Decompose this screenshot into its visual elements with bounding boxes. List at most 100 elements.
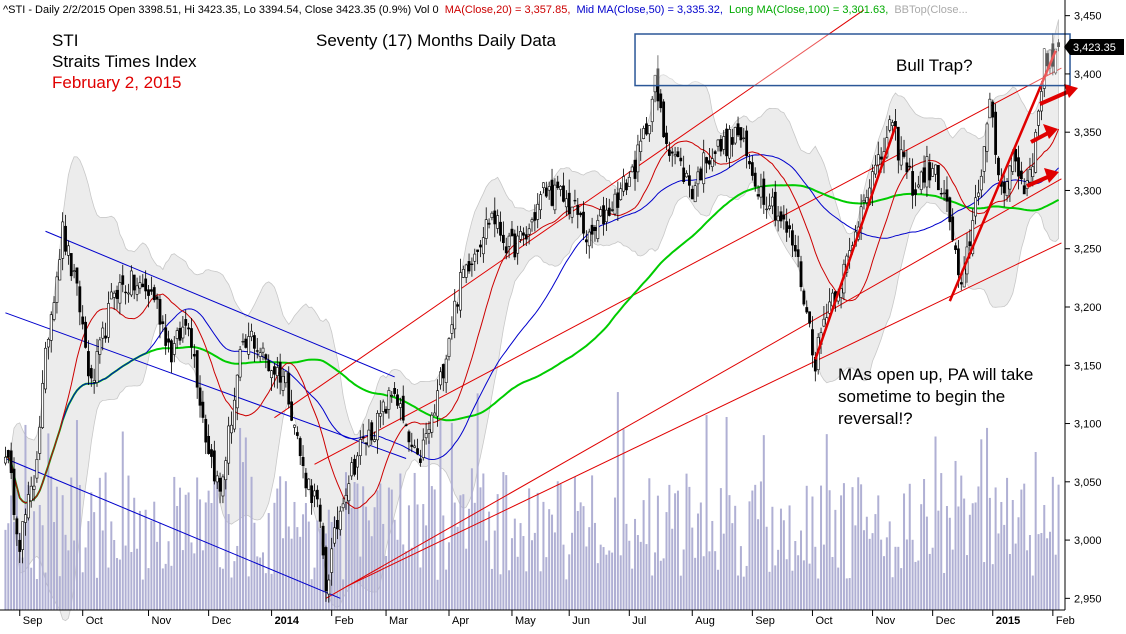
volume-bar [210, 503, 213, 610]
volume-bar [113, 540, 116, 610]
y-tick-label: 3,200 [1074, 302, 1102, 314]
candle-body [178, 327, 182, 341]
candle-body [650, 98, 654, 123]
candle-body [905, 162, 909, 173]
candle-body [364, 442, 368, 444]
candle-body [238, 349, 242, 378]
candle-body [293, 424, 296, 428]
volume-bar [176, 505, 179, 610]
candle-body [370, 422, 374, 441]
volume-bar [425, 525, 428, 610]
volume-bar [496, 494, 499, 610]
volume-bar [774, 565, 777, 610]
candle-body [1022, 185, 1026, 195]
volume-bar [153, 501, 156, 610]
candle-body [633, 159, 637, 179]
candle-body [6, 450, 10, 458]
volume-bar [648, 478, 651, 610]
candle-body [416, 448, 419, 455]
candle-body [149, 289, 153, 292]
candle-body [15, 518, 19, 535]
volume-bar [983, 562, 986, 610]
x-tick-label: Nov [152, 615, 172, 627]
candle-body [519, 231, 522, 240]
candle-body [12, 468, 16, 515]
candle-body [384, 408, 388, 414]
candle-body [607, 207, 611, 216]
candle-body [564, 198, 568, 208]
candle-body [4, 456, 7, 464]
candle-body [66, 245, 70, 256]
candle-body [710, 158, 714, 168]
volume-bar [539, 571, 542, 610]
candle-body [407, 431, 411, 443]
volume-bar [445, 569, 448, 610]
volume-bar [362, 486, 365, 610]
trend-channel-lines [5, 9, 1062, 599]
volume-bar [233, 561, 236, 610]
candle-body [24, 514, 27, 523]
volume-bar [468, 508, 471, 610]
volume-bar [794, 541, 797, 610]
volume-bar [986, 427, 989, 610]
volume-bar [393, 519, 396, 610]
volume-bar [828, 490, 831, 610]
candle-body [896, 126, 900, 161]
volume-bar [342, 579, 345, 610]
candle-body [1037, 110, 1040, 126]
candle-body [418, 458, 422, 463]
candle-body [98, 339, 102, 355]
volume-bar [545, 557, 548, 610]
volume-bar [256, 556, 259, 610]
candle-body [977, 192, 980, 197]
volume-bar [771, 506, 774, 610]
volume-bar [622, 429, 625, 610]
candle-body [630, 166, 634, 173]
candle-body [373, 439, 377, 442]
volume-bar [522, 536, 525, 610]
candle-body [610, 209, 614, 211]
volume-bar [104, 472, 107, 610]
candle-body [527, 228, 531, 235]
candle-body [9, 450, 13, 473]
x-tick-label: Oct [86, 615, 103, 627]
candle-body [307, 478, 311, 490]
candle-body [939, 193, 943, 195]
candle-body [951, 216, 955, 241]
volume-bar [937, 510, 940, 610]
candle-body [181, 326, 185, 339]
candle-body [127, 292, 130, 295]
volume-bar [977, 486, 980, 610]
volume-bar [943, 572, 946, 610]
candle-body [708, 160, 711, 165]
candle-body [436, 390, 439, 417]
candle-body [356, 455, 359, 468]
candle-body [945, 189, 949, 202]
candle-body [971, 220, 975, 255]
volume-bar [1006, 477, 1009, 610]
candle-body [550, 179, 554, 206]
candle-body [470, 263, 474, 266]
volume-bar [954, 460, 957, 610]
candle-body [730, 137, 734, 145]
volume-bar [868, 538, 871, 610]
volume-bar [837, 567, 840, 610]
candle-body [914, 189, 917, 195]
volume-bar [728, 495, 731, 610]
volume-bar [1020, 489, 1023, 610]
volume-bar [44, 572, 47, 610]
candle-body [576, 204, 580, 215]
volume-bar [931, 547, 934, 610]
volume-bar [84, 547, 87, 610]
candle-body [765, 208, 769, 211]
candle-body [645, 123, 648, 135]
candle-body [473, 253, 477, 262]
ma50-legend: Mid MA(Close,50) = 3,335.32, [576, 4, 722, 16]
candle-body [410, 444, 414, 447]
candle-body [344, 495, 348, 503]
volume-bar [121, 431, 124, 610]
candle-body [335, 520, 339, 530]
candle-body [207, 435, 211, 454]
volume-bar [427, 440, 430, 610]
candle-body [467, 261, 471, 272]
